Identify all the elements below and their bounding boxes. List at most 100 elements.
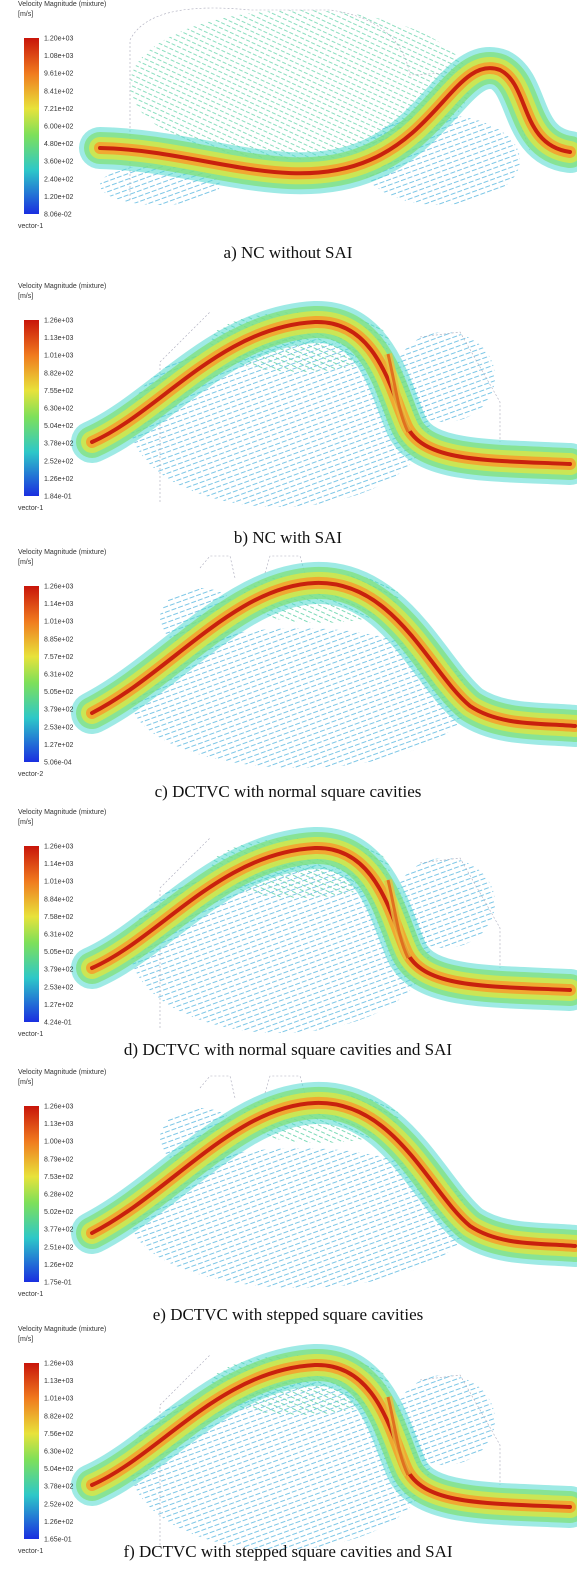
panel: Velocity Magnitude (mixture) [m/s] 1.26e+0… [18, 1069, 577, 1324]
wall-outline [159, 1354, 501, 1545]
jet-band [90, 319, 572, 466]
colorbar-label: 6.31e+02 [44, 932, 73, 939]
colorbar-label: 7.56e+02 [44, 1431, 73, 1438]
colorbar-label: 5.04e+02 [44, 1466, 73, 1473]
vector-field [71, 301, 577, 507]
vector-field [71, 827, 577, 1033]
legend-title: Velocity Magnitude (mixture) [18, 283, 106, 290]
jet-band [90, 845, 572, 992]
colorbar-label: 1.84e-01 [44, 494, 72, 501]
colorbar-label: 1.14e+03 [44, 861, 73, 868]
legend-title: Velocity Magnitude (mixture) [18, 549, 106, 556]
colorbar-label: 8.79e+02 [44, 1156, 73, 1163]
colorbar-label: 8.41e+02 [44, 88, 73, 95]
colorbar-label: 3.78e+02 [44, 1484, 73, 1491]
colorbar-label: 1.26e+03 [44, 1361, 73, 1368]
colorbar-label: 3.79e+02 [44, 707, 73, 714]
colorbar-label: 1.08e+03 [44, 53, 73, 60]
sai-jet [386, 353, 410, 433]
legend-unit: [m/s] [18, 559, 33, 566]
colorbar-label: 1.26e+03 [44, 1104, 73, 1111]
legend-title: Velocity Magnitude (mixture) [18, 809, 106, 816]
jet-band [90, 580, 577, 728]
colorbar-label: 8.85e+02 [44, 636, 73, 643]
colorbar-label: 1.01e+03 [44, 1396, 73, 1403]
colorbar-label: 1.75e-01 [44, 1280, 72, 1287]
colorbar-label: 6.28e+02 [44, 1192, 73, 1199]
colorbar-label: 8.06e-02 [44, 212, 72, 219]
colorbar-label: 1.26e+02 [44, 1262, 73, 1269]
colorbar-label: 5.04e+02 [44, 423, 73, 430]
recirculation [395, 332, 495, 422]
jet-band [90, 1100, 577, 1248]
colorbar-label: 7.58e+02 [44, 914, 73, 921]
recirculation [130, 1148, 470, 1288]
colorbar [24, 586, 39, 762]
recirculation [130, 628, 470, 768]
colorbar [24, 320, 39, 496]
colorbar-label: 1.00e+03 [44, 1139, 73, 1146]
colorbar-label: 2.53e+02 [44, 724, 73, 731]
legend-unit: [m/s] [18, 293, 33, 300]
caption: e) DCTVC with stepped square cavities [153, 1305, 424, 1324]
caption: d) DCTVC with normal square cavities and… [124, 1040, 452, 1059]
colorbar-label: 3.78e+02 [44, 441, 73, 448]
caption: b) NC with SAI [234, 528, 342, 547]
panel: Velocity Magnitude (mixture) [m/s] 1.26e+0… [18, 283, 577, 547]
colorbar-label: 1.26e+02 [44, 1519, 73, 1526]
colorbar-label: 1.13e+03 [44, 1121, 73, 1128]
colorbar-label: 1.26e+03 [44, 318, 73, 325]
colorbar-label: 3.60e+02 [44, 159, 73, 166]
colorbar-label: 2.40e+02 [44, 176, 73, 183]
colorbar-label: 1.20e+03 [44, 36, 73, 43]
legend-unit: [m/s] [18, 819, 33, 826]
colorbar-label: 3.77e+02 [44, 1227, 73, 1234]
colorbar-label: 6.30e+02 [44, 406, 73, 413]
vector-field [71, 1075, 577, 1288]
jet-band [90, 1362, 572, 1509]
colorbar [24, 1363, 39, 1539]
colorbar-label: 4.80e+02 [44, 141, 73, 148]
panel: Velocity Magnitude (mixture) [m/s] 1.26e+0… [18, 809, 577, 1059]
colorbar-label: 1.13e+03 [44, 1378, 73, 1385]
jet-band [98, 66, 572, 176]
colorbar-label: 1.26e+03 [44, 844, 73, 851]
colorbar-label: 7.55e+02 [44, 388, 73, 395]
vector-label: vector-1 [18, 223, 43, 230]
colorbar-label: 1.27e+02 [44, 1002, 73, 1009]
vector-field [79, 7, 577, 205]
panel: Velocity Magnitude (mixture) [m/s] 1.26e+0… [18, 549, 577, 801]
colorbar-label: 1.20e+02 [44, 194, 73, 201]
colorbar [24, 1106, 39, 1282]
colorbar [24, 846, 39, 1022]
colorbar-label: 8.82e+02 [44, 370, 73, 377]
vector-label: vector-1 [18, 1031, 43, 1038]
wall-outline [159, 837, 501, 1028]
colorbar-label: 1.26e+03 [44, 584, 73, 591]
wall-outline [159, 311, 501, 502]
colorbar-label: 2.52e+02 [44, 458, 73, 465]
colorbar-label: 2.53e+02 [44, 984, 73, 991]
colorbar-label: 7.53e+02 [44, 1174, 73, 1181]
legend-title: Velocity Magnitude (mixture) [18, 1069, 106, 1076]
colorbar-label: 5.02e+02 [44, 1209, 73, 1216]
vector-field [71, 555, 577, 768]
vector-label: vector-1 [18, 1548, 43, 1555]
colorbar-label: 1.01e+03 [44, 353, 73, 360]
wall-outline [129, 7, 531, 200]
panel: Velocity Magnitude (mixture) [m/s] 1.26e+0… [18, 1326, 577, 1561]
recirculation [395, 1375, 495, 1465]
colorbar-label: 8.82e+02 [44, 1413, 73, 1420]
colorbar-label: 5.06e-04 [44, 760, 72, 767]
panel: Velocity Magnitude (mixture) [m/s] 1.20e+0… [18, 1, 577, 262]
recirculation [130, 10, 470, 160]
colorbar-label: 2.52e+02 [44, 1501, 73, 1508]
caption: a) NC without SAI [224, 243, 353, 262]
colorbar-label: 1.14e+03 [44, 601, 73, 608]
colorbar-label: 7.21e+02 [44, 106, 73, 113]
sai-jet [386, 879, 410, 959]
colorbar-label: 4.24e-01 [44, 1020, 72, 1027]
colorbar-label: 2.51e+02 [44, 1244, 73, 1251]
caption: c) DCTVC with normal square cavities [155, 782, 422, 801]
